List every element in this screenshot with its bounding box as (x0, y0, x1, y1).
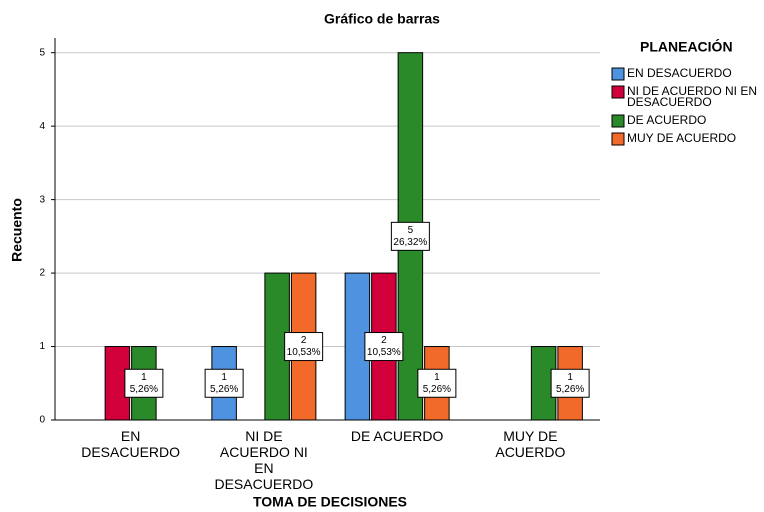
data-label: 10,53% (287, 347, 321, 358)
y-tick-label: 4 (39, 121, 45, 132)
y-tick-label: 5 (39, 47, 45, 58)
data-label-box (417, 368, 457, 398)
data-label: 5,26% (210, 384, 238, 395)
data-label: 5,26% (130, 384, 158, 395)
data-label: 1 (141, 372, 147, 383)
y-tick-label: 2 (39, 268, 45, 279)
data-label-box (204, 368, 244, 398)
data-label: 5 (408, 225, 414, 236)
legend-title: PLANEACIÓN (640, 38, 733, 55)
data-label-box (390, 221, 430, 251)
chart-title: Gráfico de barras (324, 11, 440, 27)
y-tick-label: 0 (39, 415, 45, 426)
data-label: 1 (434, 372, 440, 383)
data-label: 2 (381, 335, 387, 346)
x-tick-label: MUY DE ACUERDO (495, 428, 565, 460)
data-label-box (284, 332, 324, 362)
x-axis-label: TOMA DE DECISIONES (253, 494, 407, 510)
legend-label: NI DE ACUERDO NI EN DESACUERDO (627, 84, 757, 109)
legend-swatch (611, 85, 625, 99)
data-label-box (364, 332, 404, 362)
y-tick-label: 3 (39, 194, 45, 205)
data-label: 10,53% (367, 347, 401, 358)
data-label: 26,32% (393, 237, 427, 248)
x-tick-label: EN DESACUERDO (81, 428, 180, 460)
data-label-box (124, 368, 164, 398)
legend-swatch (611, 67, 625, 81)
data-label-box (550, 368, 590, 398)
legend-label: EN DESACUERDO (627, 66, 732, 80)
data-label: 1 (567, 372, 573, 383)
y-axis-label: Recuento (9, 198, 25, 262)
legend-label: MUY DE ACUERDO (627, 131, 736, 145)
legend-swatch (611, 114, 625, 128)
data-label: 5,26% (556, 384, 584, 395)
data-label: 1 (221, 372, 227, 383)
x-tick-label: NI DE ACUERDO NI EN DESACUERDO (214, 428, 313, 492)
data-label: 2 (301, 335, 307, 346)
y-tick-label: 1 (39, 341, 45, 352)
x-tick-label: DE ACUERDO (351, 428, 444, 444)
data-label: 5,26% (423, 384, 451, 395)
legend-swatch (611, 132, 625, 146)
legend-label: DE ACUERDO (627, 113, 706, 127)
